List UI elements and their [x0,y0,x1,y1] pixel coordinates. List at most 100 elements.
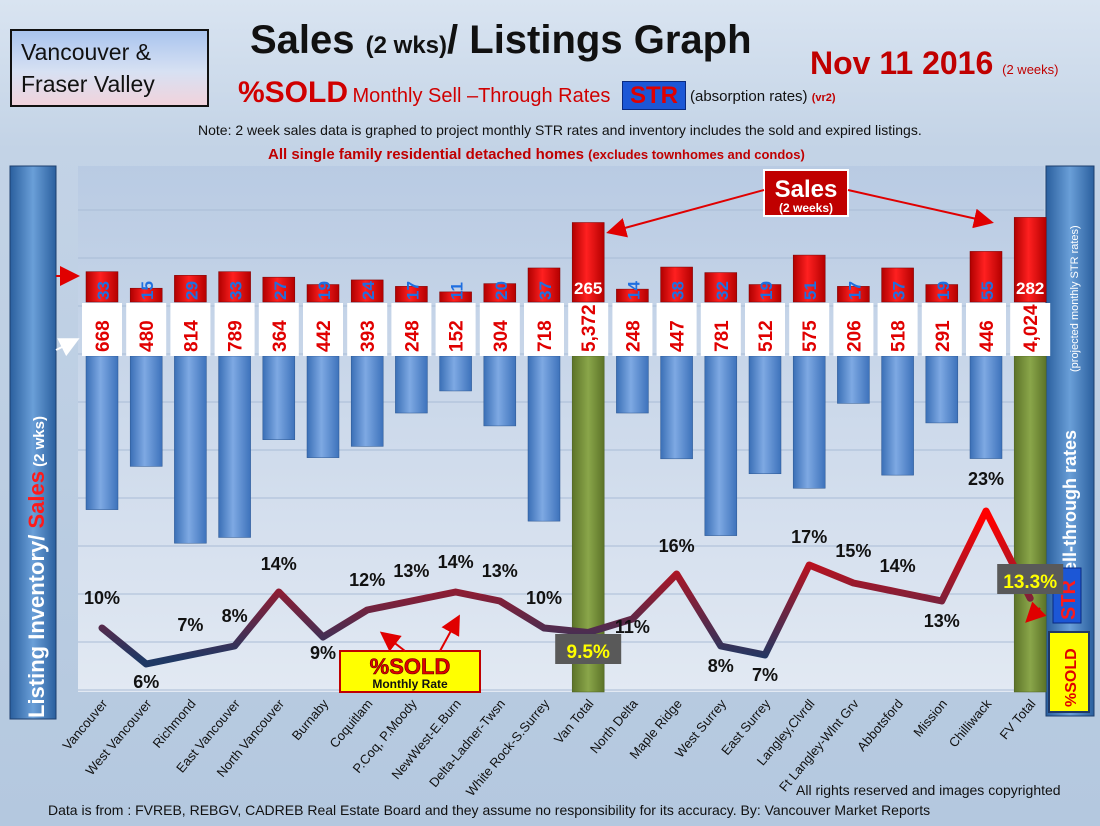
inventory-value-label: 789 [226,320,247,352]
sold-rate-labels: 10% 6% 7% 8% 14% 9% 12% 13% 14% 13% 10% 9.5%11% 16% 8… [84,469,1064,692]
inventory-bar [262,355,296,440]
region-box: Vancouver & Fraser Valley [10,29,209,107]
inventory-bar [748,355,782,475]
inventory-value-label: 575 [800,320,821,352]
sold-rate-label: 14% [880,556,916,576]
subnote-main: All single family residential detached h… [268,146,584,163]
inventory-value-label: 447 [668,320,689,352]
sales-value-label: 19 [934,281,953,300]
sold-rate-label: 12% [349,570,385,590]
sales-bar [527,267,561,303]
x-axis-label: Abbotsford [854,696,906,754]
inventory-bar [174,355,207,544]
right-sold-box [1048,631,1090,713]
inventory-label-bg [612,303,653,356]
sold-rate-label: 13% [482,561,518,581]
source-text: Data is from : FVREB, REBGV, CADREB Real… [48,802,931,818]
sales-bar [439,291,472,303]
sales-bar [792,254,826,303]
region-line-2: Fraser Valley [21,71,155,97]
inventory-value-label: 442 [314,320,335,352]
x-axis-label: Van Total [551,696,597,746]
x-axis-label: Ft Langley-Wlnt Grv [776,696,862,795]
total-bar [1013,355,1047,693]
sales-value-label: 51 [801,281,820,300]
inventory-label-bg [700,303,741,356]
sales-bar [969,251,1003,303]
sales-bar [174,275,207,303]
sales-callout: Sales (2 weeks) [606,169,994,238]
inventory-value-label: 718 [535,320,556,352]
sales-value-label: 19 [757,281,776,300]
inventory-value-label: 518 [889,320,910,352]
sold-callout-sub: Monthly Rate [372,677,448,691]
left-axis-band [9,165,57,720]
inventory-bar [616,355,649,414]
sold-callout-arrow-left [379,631,406,652]
sales-bar [395,286,428,303]
inventory-bar [704,355,738,536]
inventory-bar [85,355,119,510]
inventory-bar [395,355,428,414]
title-small: (2 wks) [365,32,448,59]
inventory-value-label: 668 [93,320,114,352]
sales-bar [129,287,163,303]
region-line-1: Vancouver & [21,39,151,65]
sold-rate-label: 8% [222,606,248,626]
sales-value-label: 19 [315,281,334,300]
inventory-value-label: 248 [623,320,644,352]
sales-value-label: 38 [669,281,688,300]
sales-callout-box [763,169,849,217]
date-text: Nov 11 2016 [810,45,994,81]
sales-callout-title: Sales [775,176,838,203]
sold-rate-polyline [98,507,1034,668]
sales-bar [350,279,384,303]
inventory-label-bg [966,303,1006,356]
rights-text: All rights reserved and images copyright… [796,782,1061,798]
inventory-value-label: 5,372 [579,304,600,352]
inventory-label-bg [921,303,962,356]
inventory-bar [350,355,384,447]
sold-total-box [997,564,1064,594]
report-date: Nov 11 2016 (2 weeks) [810,45,1059,82]
note-text: Note: 2 week sales data is graphed to pr… [198,122,922,138]
sold-rate-label: 10% [526,588,562,608]
inventory-value-label: 364 [270,320,291,352]
inventory-label-bg [833,303,874,356]
sold-rate-label: 14% [261,554,297,574]
absorption-text: (absorption rates) [690,88,808,105]
sales-callout-arrow-left [606,189,765,238]
sales-bar [704,272,738,303]
sold-rate-label: 23% [968,469,1004,489]
str-badge: STR [622,81,686,110]
inventory-value-label: 152 [447,320,468,352]
inventory-labels: 668 480 814 789 364 442 393 248 152 304 718 5,372 24… [82,303,1051,356]
inventory-bar [660,355,693,460]
sales-value-label: 24 [359,281,378,300]
inventory-bar [969,355,1003,459]
sold-rate-label: 7% [752,665,778,685]
inventory-bar [483,355,517,427]
date-note: (2 weeks) [1002,62,1059,77]
inventory-label-bg [745,303,785,356]
sales-bar [837,286,870,303]
inventory-bar [527,355,561,522]
sold-rate-label: 7% [177,615,203,635]
inventory-value-label: 814 [181,320,202,352]
sales-bar [748,284,782,303]
sold-callout-box [339,650,481,693]
inventory-value-label: 446 [977,320,998,352]
inventory-label-bg [877,303,918,356]
x-axis-label: FV Total [997,696,1039,742]
inventory-value-label: 248 [402,320,423,352]
x-axis-label: White Rock-S.Surrey [463,696,553,799]
fv-total-arrow [1025,601,1047,623]
subnote: All single family residential detached h… [268,146,805,163]
sold-rate-label: 9% [310,643,336,663]
right-str-badge: STR [1058,579,1080,620]
inventory-value-label: 480 [137,320,158,352]
sales-value-label: 27 [271,281,290,300]
inventory-value-label: 512 [756,320,777,352]
sold-rate-line [98,507,1034,668]
left-axis-label-2: Sales [24,471,49,529]
